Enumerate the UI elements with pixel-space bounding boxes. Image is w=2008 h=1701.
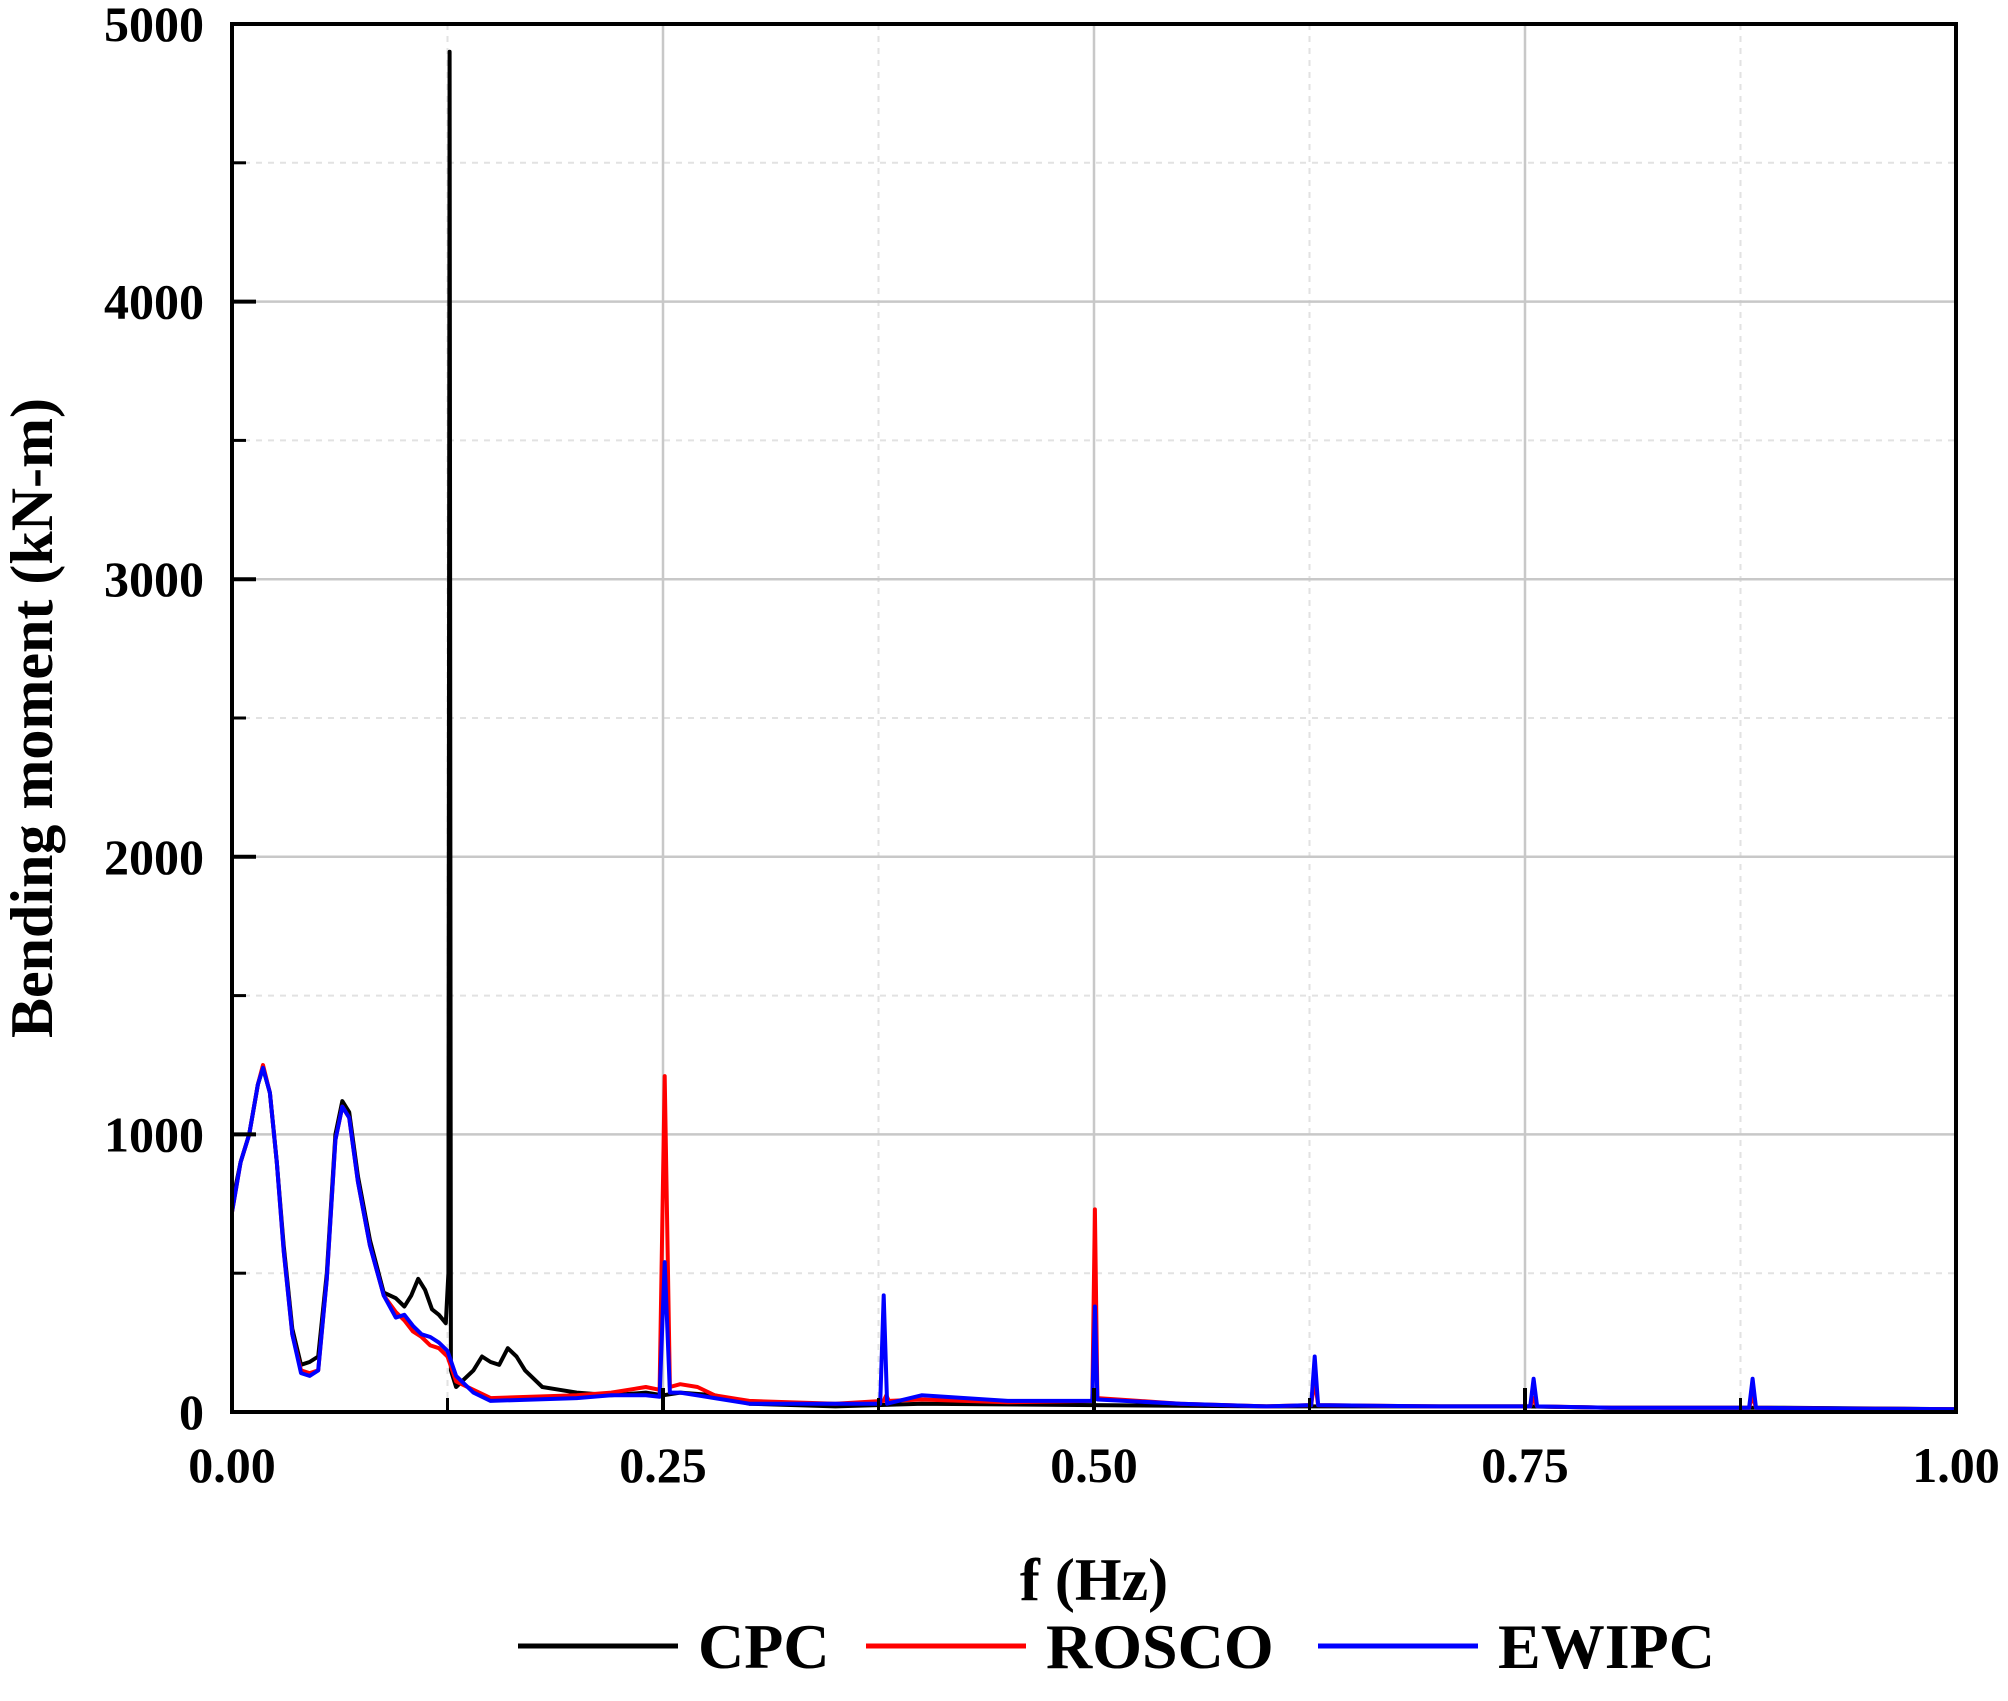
- x-tick-label: 0.50: [1050, 1437, 1138, 1493]
- y-tick-label: 2000: [104, 829, 204, 885]
- y-tick-label: 1000: [104, 1106, 204, 1162]
- y-tick-label: 0: [179, 1384, 204, 1440]
- y-tick-label: 4000: [104, 274, 204, 330]
- x-tick-label: 0.00: [188, 1437, 276, 1493]
- y-axis-title: Bending moment (kN-m): [0, 398, 65, 1038]
- x-tick-label: 0.75: [1481, 1437, 1569, 1493]
- legend: CPC ROSCO EWIPC: [518, 1611, 1715, 1682]
- x-axis-title: f (Hz): [1020, 1547, 1168, 1613]
- y-tick-label: 3000: [104, 551, 204, 607]
- x-tick-label: 0.25: [619, 1437, 707, 1493]
- major-grid: [232, 24, 1956, 1412]
- series-line-ewipc: [230, 1065, 1957, 1412]
- tick-labels: 0.00 0.25 0.50 0.75 1.00 0 1000 2000 3000 4000 500…: [104, 0, 2000, 1493]
- axis-ticks: [230, 22, 1958, 1414]
- legend-label-cpc: CPC: [698, 1611, 830, 1682]
- legend-label-ewipc: EWIPC: [1498, 1611, 1715, 1682]
- legend-label-rosco: ROSCO: [1046, 1611, 1274, 1682]
- series-layer: [230, 49, 1957, 1412]
- y-tick-label: 5000: [104, 0, 204, 52]
- x-tick-label: 1.00: [1912, 1437, 2000, 1493]
